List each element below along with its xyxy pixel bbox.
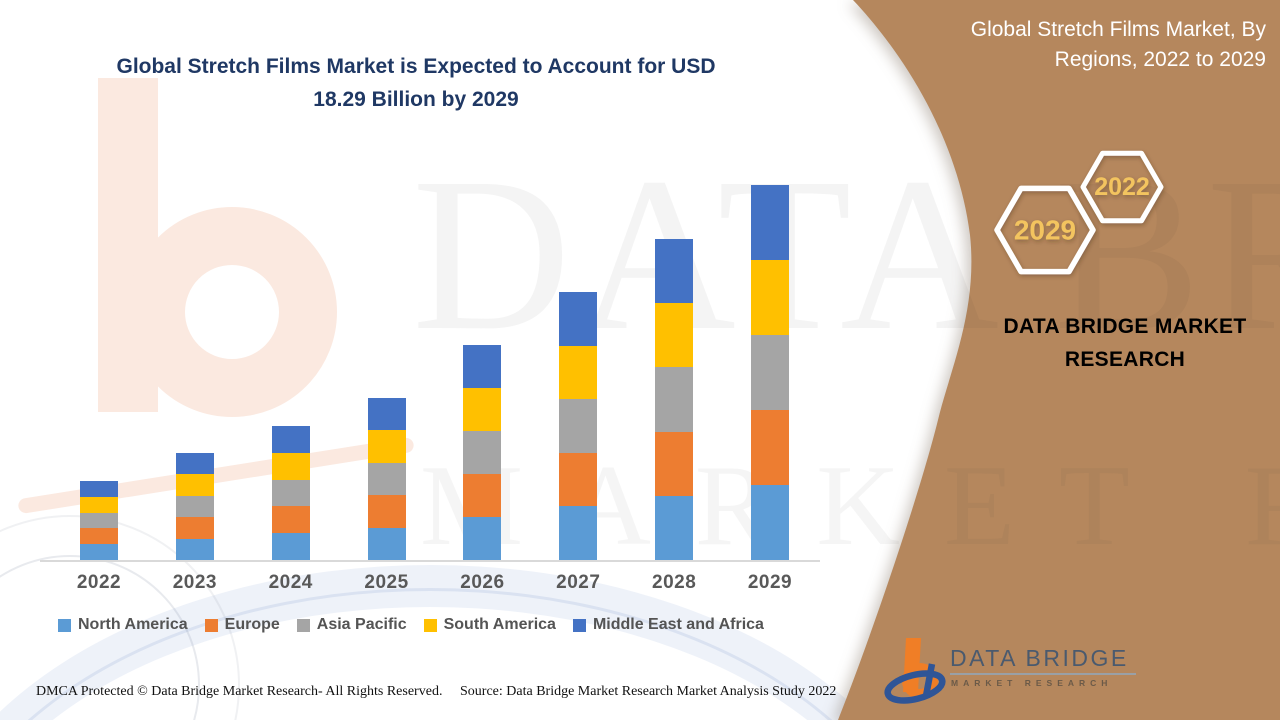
legend-swatch-icon bbox=[58, 618, 71, 632]
hexagon-year-primary: 2029 bbox=[1014, 215, 1076, 246]
legend-label: North America bbox=[78, 616, 188, 633]
legend-swatch-icon bbox=[423, 618, 437, 632]
panel-shape bbox=[838, 0, 1280, 720]
page-title: Global Stretch Films Market is Expected … bbox=[56, 50, 776, 116]
legend-item-south-america: South America bbox=[423, 616, 556, 634]
dmca-copyright-text: DMCA Protected © Data Bridge Market Rese… bbox=[36, 684, 443, 699]
panel-brand-line-2: RESEARCH bbox=[1064, 348, 1186, 371]
legend-item-middle-east-and-africa: Middle East and Africa bbox=[572, 616, 764, 634]
legend-label: Asia Pacific bbox=[316, 616, 407, 633]
hexagon-year-secondary: 2022 bbox=[1094, 173, 1150, 201]
panel-title: Global Stretch Films Market, By Regions,… bbox=[921, 15, 1266, 75]
logo-b-bowl bbox=[902, 663, 938, 699]
hexagon-outline-2022 bbox=[1080, 150, 1164, 224]
logo-tagline: MARKET RESEARCH bbox=[951, 678, 1113, 688]
legend-swatch-icon bbox=[204, 618, 218, 632]
panel-brand-line-1: DATA BRIDGE MARKET bbox=[1003, 315, 1247, 338]
legend-swatch-icon bbox=[572, 618, 586, 632]
logo-wordmark: DATA BRIDGE bbox=[950, 645, 1129, 671]
logo-divider-line bbox=[950, 673, 1136, 675]
legend-item-north-america: North America bbox=[58, 616, 188, 634]
chart-legend: North America Europe Asia Pacific South Ame… bbox=[58, 616, 764, 634]
legend-label: South America bbox=[443, 616, 556, 633]
legend-label: Middle East and Africa bbox=[592, 616, 764, 633]
logo-d-stem bbox=[922, 663, 936, 697]
page-title-line-2: 18.29 Billion by 2029 bbox=[313, 88, 519, 111]
legend-item-asia-pacific: Asia Pacific bbox=[296, 616, 407, 634]
logo-d-swoosh bbox=[884, 670, 946, 704]
page-title-line-1: Global Stretch Films Market is Expected … bbox=[116, 55, 716, 78]
legend-item-europe: Europe bbox=[204, 616, 280, 634]
panel-title-line-2: Regions, 2022 to 2029 bbox=[1054, 48, 1266, 71]
year-hexagon-badges: 2022 2029 bbox=[994, 150, 1164, 275]
hexagon-outline-2029 bbox=[994, 185, 1096, 275]
databridge-logo-icon bbox=[884, 638, 946, 704]
legend-label: Europe bbox=[224, 616, 280, 633]
hexagon-badge-2022: 2022 bbox=[1080, 150, 1164, 224]
panel-title-line-1: Global Stretch Films Market, By bbox=[970, 18, 1266, 41]
source-citation-text: Source: Data Bridge Market Research Mark… bbox=[460, 684, 837, 699]
hexagon-badge-2029: 2029 bbox=[994, 185, 1096, 275]
legend-swatch-icon bbox=[296, 618, 310, 632]
panel-brand-text: DATA BRIDGE MARKET RESEARCH bbox=[985, 310, 1265, 376]
